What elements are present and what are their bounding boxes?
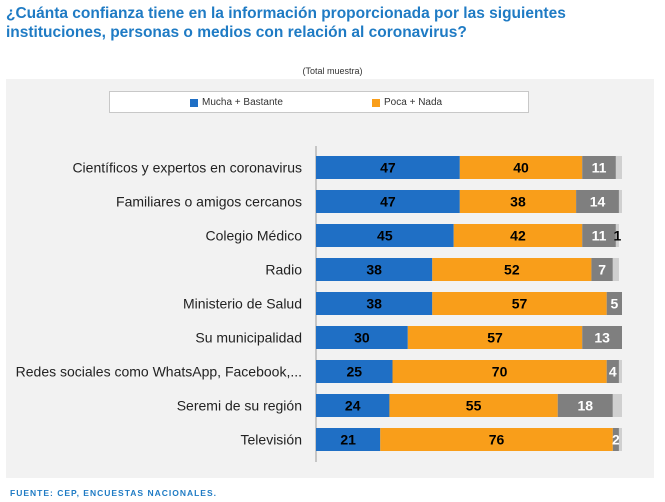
data-label: 70 (492, 364, 508, 380)
data-label: 38 (366, 296, 382, 312)
data-label: 7 (598, 262, 606, 278)
bar-segment (612, 394, 622, 417)
bar-segment (557, 394, 613, 417)
bar-segment (606, 360, 619, 383)
bar-segment (316, 258, 433, 281)
bar-segment (316, 394, 390, 417)
data-label: 18 (577, 398, 593, 414)
data-label: 5 (610, 296, 618, 312)
bar-segment (407, 326, 583, 349)
data-label: 52 (504, 262, 520, 278)
legend: Mucha + Bastante Poca + Nada (109, 91, 529, 113)
category-label: Seremi de su región (177, 398, 302, 414)
data-label: 57 (512, 296, 528, 312)
chart-subtitle: (Total muestra) (302, 66, 363, 76)
data-label: 14 (590, 194, 606, 210)
legend-label-poca-nada: Poca + Nada (384, 97, 443, 108)
bar-segment (606, 292, 622, 315)
data-label: 47 (380, 194, 396, 210)
data-label: 45 (377, 228, 393, 244)
data-label: 4 (609, 364, 617, 380)
category-label: Familiares o amigos cercanos (116, 194, 302, 210)
bar-segment (615, 156, 622, 179)
bar-segment (615, 224, 619, 247)
category-label: Radio (265, 262, 302, 278)
legend-swatch-poca-nada (372, 98, 380, 107)
bar-segment (316, 360, 393, 383)
bar-segment (612, 428, 619, 451)
category-label: Redes sociales como WhatsApp, Facebook,.… (16, 364, 302, 380)
source-footer: FUENTE: CEP, ENCUESTAS NACIONALES. (10, 488, 218, 498)
data-label: 57 (487, 330, 503, 346)
bar-segment (459, 156, 583, 179)
bar-segment (380, 428, 613, 451)
category-label: Colegio Médico (206, 228, 303, 244)
data-label: 76 (489, 432, 505, 448)
data-label: 2 (612, 432, 620, 448)
bar-segment (459, 190, 577, 213)
legend-label-mucha-bastante: Mucha + Bastante (202, 97, 283, 108)
category-label: Científicos y expertos en coronavirus (72, 160, 302, 176)
data-label: 30 (354, 330, 370, 346)
data-label: 25 (346, 364, 362, 380)
data-label: 11 (592, 160, 607, 176)
bar-segment (591, 258, 613, 281)
bar-segment (432, 258, 592, 281)
data-label: 1 (614, 228, 622, 244)
bar-segment (389, 394, 558, 417)
bar-segment (582, 156, 616, 179)
data-label: 21 (340, 432, 356, 448)
legend-item-poca-nada: Poca + Nada (372, 97, 442, 108)
bar-segment (618, 190, 622, 213)
bar-segment (432, 292, 607, 315)
data-label: 38 (366, 262, 382, 278)
chart-title: ¿Cuánta confianza tiene en la informació… (6, 5, 566, 41)
bar-segment (392, 360, 607, 383)
data-label: 24 (345, 398, 361, 414)
bar-segment (316, 190, 460, 213)
bar-segment (576, 190, 619, 213)
bar-segment (582, 326, 622, 349)
data-label: 40 (513, 160, 529, 176)
category-label: Televisión (241, 432, 302, 448)
data-label: 42 (510, 228, 526, 244)
bar-segment (582, 224, 616, 247)
data-label: 47 (380, 160, 396, 176)
bar-segment (453, 224, 583, 247)
legend-item-mucha-bastante: Mucha + Bastante (190, 97, 283, 108)
bar-segment (618, 360, 622, 383)
category-label: Su municipalidad (195, 330, 302, 346)
bar-segment (316, 326, 408, 349)
category-label: Ministerio de Salud (183, 296, 302, 312)
bar-segment (316, 224, 454, 247)
bar-segment (316, 292, 433, 315)
data-label: 38 (510, 194, 526, 210)
bar-segment (612, 258, 619, 281)
legend-swatch-mucha-bastante (190, 98, 198, 107)
bar-segment (316, 428, 381, 451)
data-label: 11 (592, 228, 607, 244)
data-label: 13 (594, 330, 610, 346)
bar-segment (316, 156, 460, 179)
bar-segment (618, 428, 622, 451)
data-label: 55 (466, 398, 482, 414)
